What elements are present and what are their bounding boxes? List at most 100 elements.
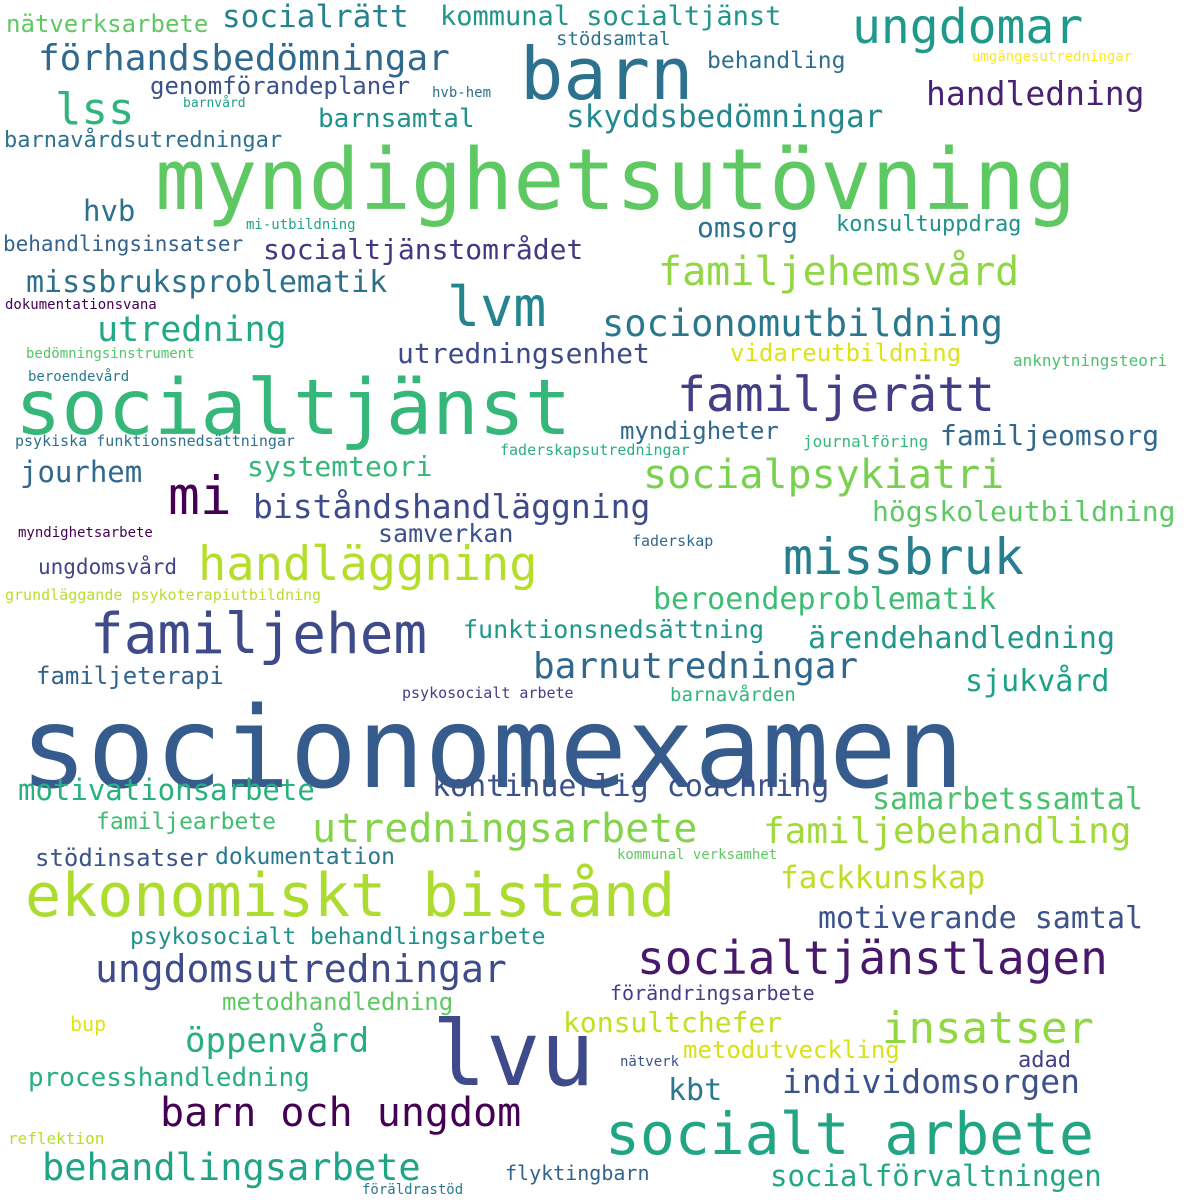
word-lvm: lvm <box>447 275 547 339</box>
word-systemteori: systemteori <box>247 450 433 483</box>
word-metodutveckling: metodutveckling <box>683 1036 900 1064</box>
word-socialtjanstlagen: socialtjänstlagen <box>637 931 1108 985</box>
word-barn-och-ungdom: barn och ungdom <box>160 1090 522 1136</box>
word-konsultchefer: konsultchefer <box>563 1006 783 1039</box>
word-psykiska-funktionsnedsattningar: psykiska funktionsnedsättningar <box>15 432 295 450</box>
word-ungdomar: ungdomar <box>852 0 1084 55</box>
word-natverk: nätverk <box>620 1054 680 1070</box>
word-ekonomiskt-bistand: ekonomiskt bistånd <box>25 861 676 931</box>
word-foraldrastod: föräldrastöd <box>362 1182 464 1198</box>
word-lss: lss <box>55 84 135 135</box>
word-behandlingsarbete: behandlingsarbete <box>42 1146 421 1189</box>
word-faderskapsutredningar: faderskapsutredningar <box>500 441 690 459</box>
word-beroendeproblematik: beroendeproblematik <box>653 582 997 617</box>
word-stodinsatser: stödinsatser <box>35 844 209 872</box>
word-barnvard: barnvård <box>183 96 246 111</box>
word-kbt: kbt <box>668 1073 723 1108</box>
word-reflektion: reflektion <box>8 1129 105 1148</box>
word-psykosocialt-arbete: psykosocialt arbete <box>402 684 574 702</box>
word-flyktingbarn: flyktingbarn <box>505 1161 650 1185</box>
word-behandlingsinsatser: behandlingsinsatser <box>3 232 244 256</box>
word-motiverande-samtal: motiverande samtal <box>818 901 1144 936</box>
word-mi-utbildning: mi-utbildning <box>246 217 356 233</box>
word-barnutredningar: barnutredningar <box>533 646 859 687</box>
word-ungdomsvard: ungdomsvård <box>38 555 178 579</box>
word-utredningsarbete: utredningsarbete <box>312 806 698 852</box>
word-faderskap: faderskap <box>632 532 714 550</box>
word-arendehandledning: ärendehandledning <box>808 621 1116 656</box>
word-familjehem: familjehem <box>90 602 428 667</box>
word-barnsamtal: barnsamtal <box>318 104 475 134</box>
word-handledning: handledning <box>926 74 1145 113</box>
word-missbruksproblematik: missbruksproblematik <box>26 265 388 300</box>
word-utredning: utredning <box>97 310 287 350</box>
word-socialtjanstomradet: socialtjänstområdet <box>263 233 584 266</box>
word-myndighetsutovning: myndighetsutövning <box>155 131 1077 230</box>
word-familjehemsvard: familjehemsvård <box>658 249 1020 295</box>
word-insatser: insatser <box>882 1003 1094 1054</box>
word-psykosocialt-behandlingsarbete: psykosocialt behandlingsarbete <box>130 924 546 950</box>
word-oppenvard: öppenvård <box>185 1021 370 1061</box>
word-socialt-arbete: socialt arbete <box>605 1100 1094 1168</box>
word-socionomutbildning: socionomutbildning <box>602 302 1003 345</box>
word-missbruk: missbruk <box>783 528 1024 586</box>
word-vidareutbildning: vidareutbildning <box>730 339 962 367</box>
word-socialratt: socialrätt <box>222 0 409 35</box>
word-grundlaggande-psykoterapiutbildning: grundläggande psykoterapiutbildning <box>5 586 322 604</box>
word-myndighetsarbete: myndighetsarbete <box>18 525 153 541</box>
word-utredningsenhet: utredningsenhet <box>397 337 650 370</box>
word-umgangesutredningar: umgängesutredningar <box>972 49 1133 65</box>
word-omsorg: omsorg <box>697 211 799 244</box>
word-socialtjanst: socialtjänst <box>15 364 572 453</box>
word-forandringsarbete: förändringsarbete <box>610 981 815 1005</box>
word-konsultuppdrag: konsultuppdrag <box>836 212 1022 237</box>
word-bistandshandlaggning: biståndshandläggning <box>253 487 651 526</box>
word-dokumentation: dokumentation <box>215 844 396 870</box>
word-familjearbete: familjearbete <box>96 809 277 835</box>
word-journalforing: journalföring <box>803 432 929 451</box>
word-genomforandeplaner: genomförandeplaner <box>150 72 411 100</box>
word-jourhem: jourhem <box>20 455 143 489</box>
word-barnavarden: barnavården <box>670 684 796 706</box>
word-adad: adad <box>1018 1048 1071 1073</box>
word-lvu: lvu <box>432 1002 595 1107</box>
word-familjeomsorg: familjeomsorg <box>940 419 1160 452</box>
word-hogskoleutbildning: högskoleutbildning <box>872 495 1176 528</box>
word-kontinuerlig-coachning: kontinuerlig coachning <box>432 769 830 804</box>
word-barnavardsutredningar: barnavårdsutredningar <box>4 128 283 153</box>
word-myndigheter: myndigheter <box>620 417 779 445</box>
word-sjukvard: sjukvård <box>965 664 1110 699</box>
word-processhandledning: processhandledning <box>28 1063 310 1093</box>
word-ungdomsutredningar: ungdomsutredningar <box>95 947 507 991</box>
word-beroendevard: beroendevård <box>28 369 130 385</box>
word-natverksarbete: nätverksarbete <box>6 10 209 38</box>
word-socialpsykiatri: socialpsykiatri <box>643 452 1005 498</box>
word-mi: mi <box>168 466 232 527</box>
word-fackkunskap: fackkunskap <box>780 860 986 896</box>
word-socialforvaltningen: socialförvaltningen <box>770 1159 1102 1193</box>
word-individomsorgen: individomsorgen <box>782 1062 1081 1101</box>
word-stodsamtal: stödsamtal <box>556 28 671 50</box>
word-kommunal-verksamhet: kommunal verksamhet <box>617 847 778 863</box>
word-bup: bup <box>70 1012 107 1036</box>
word-samarbetssamtal: samarbetssamtal <box>872 782 1143 817</box>
word-socionomexamen: socionomexamen <box>20 684 965 814</box>
word-behandling: behandling <box>707 48 846 74</box>
word-samverkan: samverkan <box>378 519 514 548</box>
word-hvb-hem: hvb-hem <box>432 85 492 101</box>
word-familjeratt: familjerätt <box>677 367 995 423</box>
word-kommunal-socialtjanst: kommunal socialtjänst <box>440 1 782 32</box>
word-handlaggning: handläggning <box>198 537 538 592</box>
word-metodhandledning: metodhandledning <box>222 988 454 1016</box>
word-barn: barn <box>520 32 694 116</box>
word-anknytningsteori: anknytningsteori <box>1013 351 1168 370</box>
word-hvb: hvb <box>83 194 136 228</box>
word-bedomningsinstrument: bedömningsinstrument <box>26 346 195 362</box>
word-skyddsbedomningar: skyddsbedömningar <box>566 99 884 135</box>
word-dokumentationsvana: dokumentationsvana <box>5 297 157 313</box>
word-familjebehandling: familjebehandling <box>763 811 1132 852</box>
word-motivationsarbete: motivationsarbete <box>18 773 315 807</box>
word-familjeterapi: familjeterapi <box>36 662 224 690</box>
word-funktionsnedsattning: funktionsnedsättning <box>463 615 765 644</box>
